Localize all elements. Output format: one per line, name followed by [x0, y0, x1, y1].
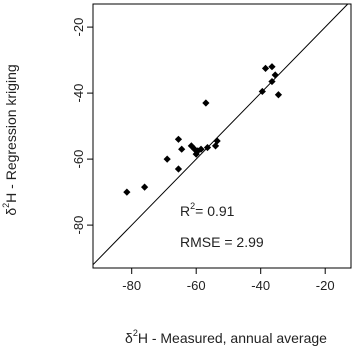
data-point — [213, 137, 221, 145]
x-tick-label: -40 — [251, 278, 270, 293]
data-point — [141, 183, 149, 191]
data-point — [203, 143, 212, 152]
axes-layer: -80 -60 -40 -20 -20 -40 -60 -80 — [71, 3, 352, 293]
data-point — [123, 188, 131, 196]
x-axis-title: δ2H - Measured, annual average — [125, 328, 327, 346]
data-point — [178, 145, 186, 153]
data-point — [258, 87, 266, 96]
r2-annotation: R2= 0.91 — [180, 201, 235, 219]
x-tick-label: -80 — [122, 278, 141, 293]
rmse-annotation: RMSE = 2.99 — [180, 234, 264, 250]
one-to-one-line-layer — [92, 3, 349, 266]
y-tick-label: -80 — [71, 216, 86, 235]
data-point — [174, 165, 183, 173]
x-tick-label: -20 — [316, 278, 335, 293]
data-point — [202, 99, 210, 107]
y-tick-label: -20 — [71, 18, 86, 37]
data-point — [174, 135, 183, 143]
x-tick-label: -60 — [187, 278, 206, 293]
one-to-one-line — [92, 3, 349, 266]
y-tick-label: -40 — [71, 84, 86, 103]
data-point — [268, 77, 276, 86]
plot-frame — [92, 3, 352, 269]
points-layer — [123, 63, 283, 196]
data-point — [261, 64, 270, 72]
data-point — [163, 155, 171, 163]
data-point — [271, 71, 279, 79]
y-tick-label: -60 — [71, 150, 86, 169]
data-point — [268, 63, 276, 71]
y-axis-title: δ2H - Regression kriging — [1, 64, 19, 215]
data-point — [197, 145, 205, 153]
data-point — [274, 91, 283, 99]
